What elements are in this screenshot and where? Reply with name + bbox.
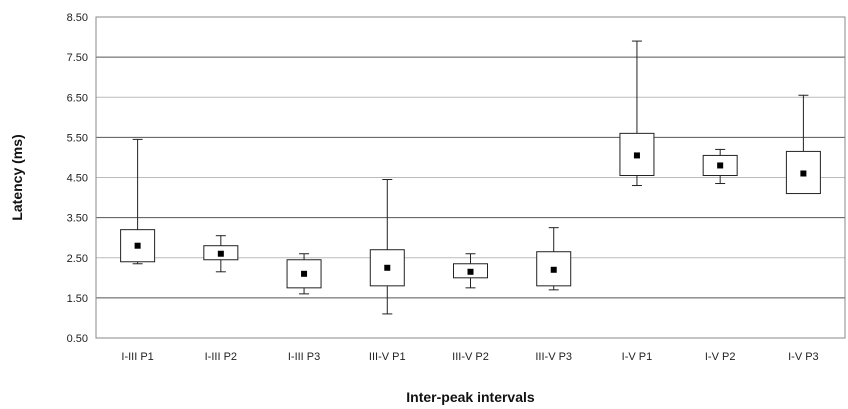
median-marker <box>301 270 308 277</box>
median-marker <box>467 268 474 275</box>
y-tick-label: 5.50 <box>67 132 88 144</box>
x-tick-label: III-V P1 <box>369 351 406 363</box>
y-tick-label: 6.50 <box>67 92 88 104</box>
x-tick-label: I-III P2 <box>205 351 237 363</box>
x-tick-label: III-V P2 <box>452 351 489 363</box>
box-5 <box>453 253 488 289</box>
x-axis-tick-labels: I-III P1 I-III P2 I-III P3 III-V P1 III-V P2… <box>121 351 818 363</box>
y-axis-tick-labels: 0.50 1.50 2.50 3.50 4.50 5.50 6.50 7.50 8.50 <box>67 12 88 345</box>
x-tick-label: I-V P2 <box>705 351 736 363</box>
box-8 <box>702 148 738 185</box>
y-tick-label: 4.50 <box>67 173 88 185</box>
box-1 <box>120 138 156 265</box>
box-body <box>286 259 322 289</box>
x-axis-label: Inter-peak intervals <box>406 389 535 405</box>
box-2 <box>203 235 239 273</box>
median-marker <box>800 170 807 177</box>
y-tick-label: 1.50 <box>67 293 88 305</box>
y-tick-label: 0.50 <box>67 333 88 345</box>
median-marker <box>384 264 391 271</box>
median-marker <box>633 152 640 159</box>
y-axis-label: Latency (ms) <box>9 134 25 220</box>
y-tick-label: 3.50 <box>67 213 88 225</box>
x-tick-label: I-V P1 <box>622 351 653 363</box>
gridlines <box>96 16 845 339</box>
box-7 <box>619 40 655 187</box>
box-9 <box>785 94 821 195</box>
box-6 <box>536 227 572 291</box>
y-tick-label: 8.50 <box>67 12 88 24</box>
median-marker <box>217 250 224 257</box>
y-tick-label: 2.50 <box>67 253 88 265</box>
median-marker <box>550 266 557 273</box>
x-tick-label: I-III P1 <box>121 351 153 363</box>
box-3 <box>286 253 322 295</box>
y-tick-label: 7.50 <box>67 52 88 64</box>
box-4 <box>369 179 405 315</box>
median-marker <box>134 242 141 249</box>
x-tick-label: III-V P3 <box>535 351 572 363</box>
box-series <box>120 40 821 315</box>
x-tick-label: I-III P3 <box>288 351 320 363</box>
plot-area-frame <box>95 16 846 339</box>
median-marker <box>717 162 724 169</box>
x-tick-label: I-V P3 <box>788 351 819 363</box>
